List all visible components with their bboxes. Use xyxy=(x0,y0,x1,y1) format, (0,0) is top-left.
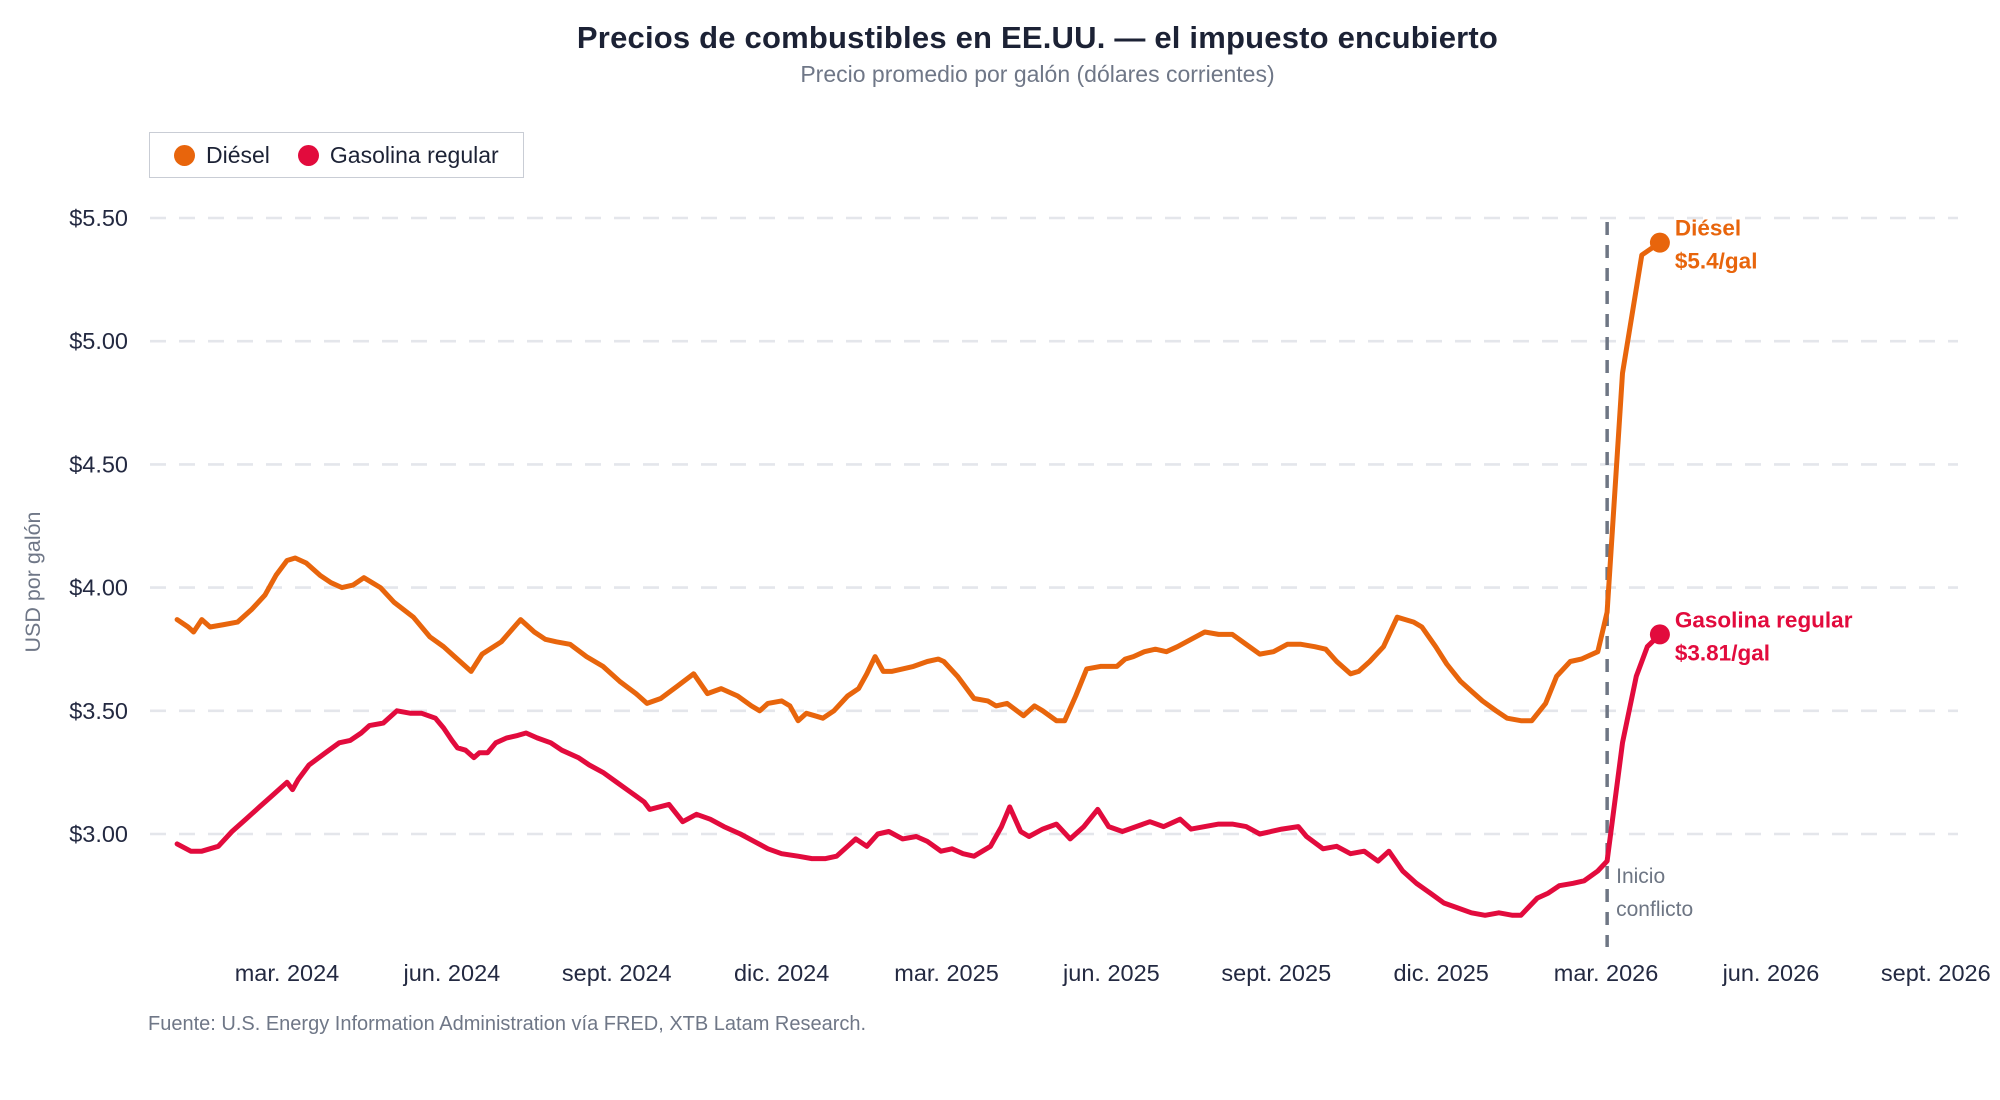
conflict-start-label: Inicio xyxy=(1616,865,1665,888)
y-tick-label: $5.50 xyxy=(69,205,128,231)
y-tick-label: $4.00 xyxy=(69,575,128,601)
chart-legend: Diésel Gasolina regular xyxy=(149,132,524,178)
x-tick-label: mar. 2025 xyxy=(894,960,999,986)
series-end-annotation: $3.81/gal xyxy=(1675,640,1770,665)
gridlines xyxy=(150,216,1958,836)
diesel-series-marker-icon xyxy=(174,144,195,166)
series-end-annotation: Diésel xyxy=(1675,216,1741,241)
y-tick-label: $4.50 xyxy=(69,451,128,477)
y-tick-label: $3.50 xyxy=(69,698,128,724)
event-marker-group: Inicio conflicto xyxy=(1605,222,1693,947)
page-title: Precios de combustibles en EE.UU. — el i… xyxy=(576,20,1499,55)
gasoline-series-marker-icon xyxy=(297,144,319,166)
series-line xyxy=(174,631,1663,918)
x-tick-label: sept. 2025 xyxy=(1221,960,1331,986)
y-tick-label: $5.00 xyxy=(69,328,128,354)
y-tick-label: $3.00 xyxy=(69,821,128,847)
legend-item-gasoline: Gasolina regular xyxy=(297,141,499,169)
chart-subtitle: Precio promedio por galón (dólares corri… xyxy=(800,61,1275,87)
x-tick-label: jun. 2026 xyxy=(1722,960,1820,986)
x-tick-label: jun. 2025 xyxy=(1062,960,1160,986)
series-end-annotation: Gasolina regular xyxy=(1675,607,1853,632)
x-axis-tick-labels: mar. 2024 jun. 2024 sept. 2024 dic. 2024 mar… xyxy=(235,960,1991,986)
series-gasoline: Gasolina regular $3.81/gal xyxy=(174,607,1853,918)
x-tick-label: mar. 2024 xyxy=(235,960,340,986)
x-tick-label: dic. 2024 xyxy=(734,960,829,986)
series-end-dot xyxy=(1649,624,1670,645)
source-attribution: Fuente: U.S. Energy Information Administ… xyxy=(148,1013,867,1035)
legend-label-diesel: Diésel xyxy=(206,141,270,168)
y-axis-tick-labels: $5.50 $5.00 $4.50 $4.00 $3.50 $3.00 xyxy=(69,205,128,847)
series-end-dot xyxy=(1649,232,1670,253)
legend-item-diesel: Diésel xyxy=(174,142,270,169)
x-tick-label: sept. 2024 xyxy=(562,960,672,986)
conflict-start-label: conflicto xyxy=(1616,898,1693,921)
series-diesel: Diésel $5.4/gal xyxy=(174,216,1758,724)
legend-label-gasoline: Gasolina regular xyxy=(329,141,499,168)
series-line xyxy=(174,240,1663,724)
x-tick-label: jun. 2024 xyxy=(403,960,501,986)
x-tick-label: mar. 2026 xyxy=(1554,960,1659,986)
x-tick-label: dic. 2025 xyxy=(1393,960,1488,986)
x-tick-label: sept. 2026 xyxy=(1881,960,1991,986)
series-end-annotation: $5.4/gal xyxy=(1675,249,1758,274)
y-axis-title: USD por galón xyxy=(21,511,45,652)
